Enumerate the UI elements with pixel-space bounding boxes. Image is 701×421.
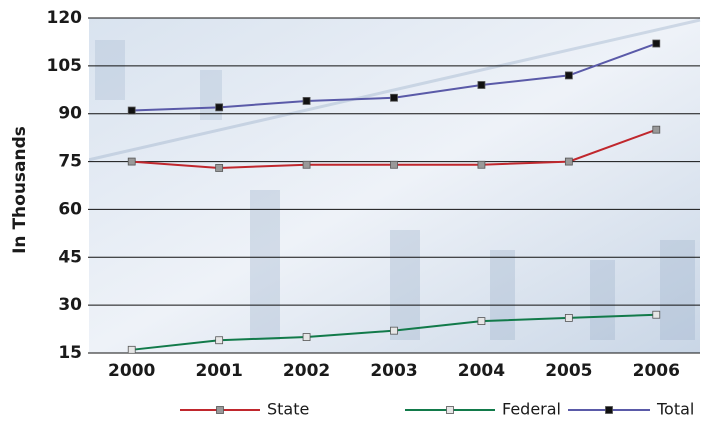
point <box>390 326 398 335</box>
x-tick-label: 2003 <box>370 361 417 381</box>
y-tick-label: 105 <box>47 56 83 76</box>
point <box>127 345 136 354</box>
x-tick-label: 2002 <box>283 361 330 381</box>
point <box>215 103 224 112</box>
x-tick-label: 2005 <box>545 361 592 381</box>
y-tick-label: 30 <box>58 295 82 315</box>
y-tick-label: 120 <box>47 8 83 28</box>
point <box>302 97 311 105</box>
background-decoration <box>87 18 701 340</box>
point <box>477 81 486 89</box>
y-tick-label: 75 <box>58 152 82 172</box>
legend-label: Total <box>656 400 694 419</box>
point <box>215 336 224 345</box>
point <box>477 160 486 169</box>
plot-background <box>88 18 700 353</box>
legend-label: State <box>267 400 309 419</box>
legend-label: Federal <box>502 400 561 419</box>
y-tick-label: 15 <box>58 343 82 363</box>
y-axis-title: In Thousands <box>10 126 30 254</box>
point <box>302 160 311 169</box>
point <box>390 160 398 169</box>
point <box>127 106 136 115</box>
point <box>652 125 661 134</box>
point <box>652 310 661 319</box>
point <box>564 71 573 80</box>
x-tick-label: 2004 <box>458 361 505 381</box>
point <box>477 317 486 325</box>
point <box>652 39 661 48</box>
x-tick-label: 2000 <box>108 361 155 381</box>
point <box>127 157 136 166</box>
point <box>564 157 573 166</box>
x-tick-label: 2006 <box>633 361 680 381</box>
point <box>390 93 398 102</box>
point <box>564 314 573 322</box>
point <box>215 164 224 172</box>
legend-marker <box>446 406 454 414</box>
y-tick-label: 45 <box>58 247 82 267</box>
legend-marker <box>216 406 224 414</box>
y-tick-label: 90 <box>58 104 82 124</box>
y-tick-label: 60 <box>58 199 82 219</box>
legend-marker <box>605 406 613 414</box>
point <box>302 333 311 341</box>
x-tick-label: 2001 <box>195 361 242 381</box>
